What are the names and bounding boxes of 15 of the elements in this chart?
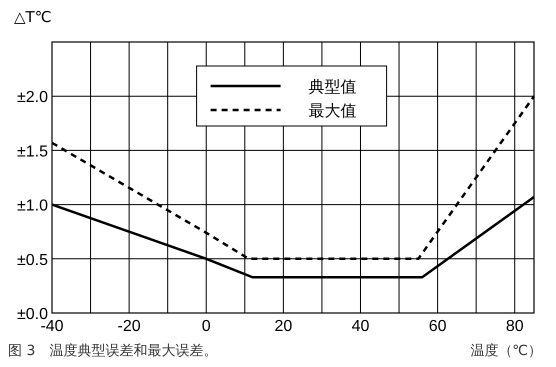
y-tick-label: ±1.0 bbox=[16, 198, 48, 215]
y-tick-label: ±1.5 bbox=[16, 143, 48, 160]
x-tick-label: 20 bbox=[274, 318, 292, 335]
y-axis-title: △T℃ bbox=[14, 8, 52, 26]
y-tick-label: ±0.5 bbox=[16, 252, 48, 269]
x-tick-label: 40 bbox=[352, 318, 370, 335]
x-tick-label: -20 bbox=[118, 318, 141, 335]
x-axis-title: 温度（℃） bbox=[470, 343, 542, 359]
x-tick-label: 80 bbox=[506, 318, 524, 335]
legend-label: 最大值 bbox=[308, 101, 357, 120]
y-tick-label: ±2.0 bbox=[16, 89, 48, 106]
legend-label: 典型值 bbox=[308, 77, 357, 96]
caption: 图 3 温度典型误差和最大误差。 bbox=[8, 343, 218, 359]
x-tick-label: 60 bbox=[428, 318, 447, 335]
x-tick-label: 0 bbox=[202, 318, 211, 335]
